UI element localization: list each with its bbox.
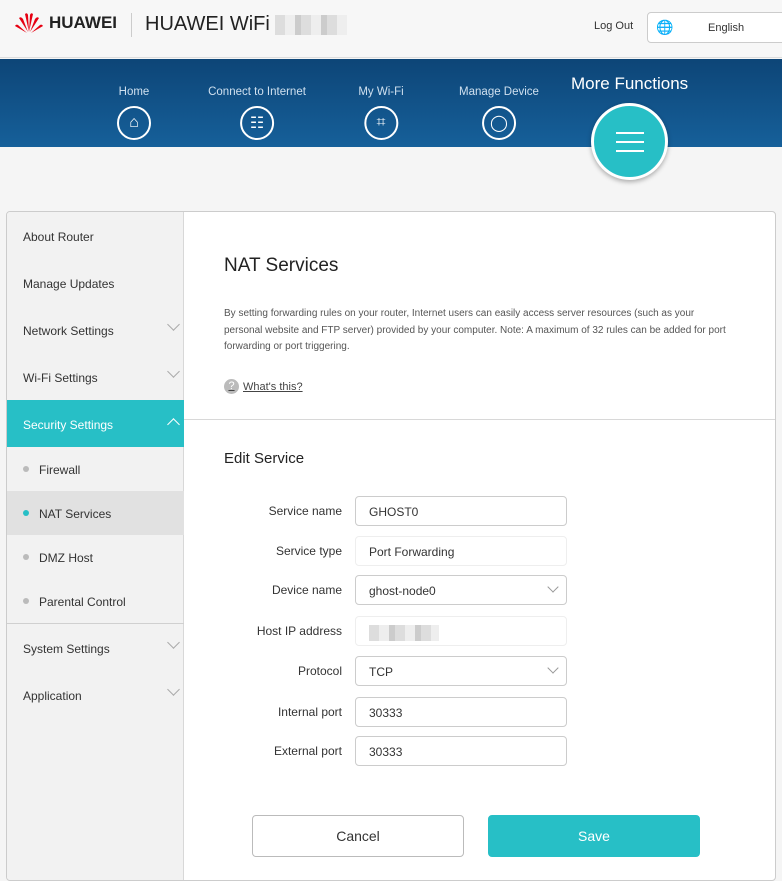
label: Protocol bbox=[297, 664, 342, 678]
menu-icon bbox=[615, 131, 644, 134]
label: Security Settings bbox=[23, 418, 114, 432]
value: ghost-node0 bbox=[369, 584, 436, 598]
sidebar-item-about-router[interactable]: About Router bbox=[7, 212, 184, 259]
cancel-button[interactable]: Cancel bbox=[252, 815, 464, 857]
label: Internal port bbox=[277, 705, 342, 719]
help-icon: ? bbox=[224, 379, 239, 394]
host-ip-row: Host IP address bbox=[184, 616, 584, 646]
bullet-icon bbox=[23, 510, 29, 516]
divider bbox=[7, 623, 184, 624]
label: NAT Services bbox=[39, 507, 112, 521]
label: Service type bbox=[275, 544, 342, 558]
language-select[interactable]: 🌐 English bbox=[647, 12, 782, 43]
more-functions-label: More Functions bbox=[571, 74, 689, 93]
globe-icon: ☷ bbox=[240, 106, 274, 140]
user-icon: ◯ bbox=[482, 106, 516, 140]
globe-icon: 🌐 bbox=[656, 19, 674, 35]
nav-label: My Wi-Fi bbox=[358, 86, 404, 98]
nav-label: Connect to Internet bbox=[208, 86, 306, 98]
service-type-field: Port Forwarding bbox=[355, 536, 567, 566]
main-nav: Home ⌂ Connect to Internet ☷ My Wi-Fi ⌗ Man… bbox=[0, 59, 782, 147]
bullet-icon bbox=[23, 598, 29, 604]
label: Service name bbox=[268, 504, 342, 518]
content-panel: About Router Manage Updates Network Sett… bbox=[6, 211, 776, 881]
chevron-down-icon bbox=[547, 662, 559, 674]
sidebar-item-wifi-settings[interactable]: Wi-Fi Settings bbox=[7, 353, 184, 400]
label: System Settings bbox=[23, 642, 110, 656]
external-port-input[interactable]: 30333 bbox=[355, 736, 567, 766]
device-name-select[interactable]: ghost-node0 bbox=[355, 575, 567, 605]
label: Manage Updates bbox=[23, 277, 115, 291]
page-title: NAT Services bbox=[224, 255, 339, 276]
wifi-icon: ⌗ bbox=[364, 106, 398, 140]
nav-manage-device[interactable]: Manage Device ◯ bbox=[459, 86, 539, 140]
help-text: What's this? bbox=[243, 380, 303, 393]
label: Host IP address bbox=[256, 624, 342, 638]
chevron-down-icon bbox=[167, 683, 180, 696]
huawei-petal-icon bbox=[15, 13, 43, 33]
redacted-model bbox=[275, 14, 348, 35]
label: About Router bbox=[23, 230, 94, 244]
protocol-select[interactable]: TCP bbox=[355, 656, 567, 686]
sidebar-sub-parental-control[interactable]: Parental Control bbox=[7, 579, 184, 623]
logout-link[interactable]: Log Out bbox=[594, 20, 634, 32]
save-button[interactable]: Save bbox=[488, 815, 700, 857]
bullet-icon bbox=[23, 466, 29, 472]
service-name-input[interactable]: GHOST0 bbox=[355, 496, 567, 526]
internal-port-row: Internal port 30333 bbox=[184, 697, 584, 727]
home-icon: ⌂ bbox=[117, 106, 151, 140]
sidebar-sub-nat-services[interactable]: NAT Services bbox=[7, 491, 184, 535]
label: Firewall bbox=[39, 463, 81, 477]
sidebar-item-network-settings[interactable]: Network Settings bbox=[7, 306, 184, 353]
label: Wi-Fi Settings bbox=[23, 371, 98, 385]
external-port-row: External port 30333 bbox=[184, 736, 584, 766]
label: External port bbox=[273, 744, 342, 758]
sidebar-item-manage-updates[interactable]: Manage Updates bbox=[7, 259, 184, 306]
redacted-ip bbox=[369, 625, 439, 641]
value: TCP bbox=[369, 665, 393, 679]
sidebar-item-application[interactable]: Application bbox=[7, 671, 184, 718]
label: Network Settings bbox=[23, 324, 114, 338]
more-functions-button[interactable] bbox=[591, 103, 668, 180]
label: Device name bbox=[271, 583, 342, 597]
nav-connect-internet[interactable]: Connect to Internet ☷ bbox=[208, 86, 306, 140]
chevron-down-icon bbox=[167, 365, 180, 378]
top-header: HUAWEI HUAWEI WiFi Log Out 🌐 English bbox=[0, 0, 782, 58]
huawei-logo: HUAWEI bbox=[15, 12, 117, 34]
service-type-row: Service type Port Forwarding bbox=[184, 536, 584, 566]
sidebar-sub-dmz-host[interactable]: DMZ Host bbox=[7, 535, 184, 579]
chevron-up-icon bbox=[167, 418, 180, 431]
brand-text: HUAWEI bbox=[49, 13, 117, 32]
nav-my-wifi[interactable]: My Wi-Fi ⌗ bbox=[358, 86, 404, 140]
sidebar-sub-firewall[interactable]: Firewall bbox=[7, 447, 184, 491]
sidebar-item-security-settings[interactable]: Security Settings bbox=[7, 400, 184, 447]
chevron-down-icon bbox=[167, 636, 180, 649]
device-name-row: Device name ghost-node0 bbox=[184, 575, 584, 605]
protocol-row: Protocol TCP bbox=[184, 656, 584, 686]
product-name: HUAWEI WiFi bbox=[145, 13, 348, 36]
nav-label: Manage Device bbox=[459, 86, 539, 98]
product-text: HUAWEI WiFi bbox=[145, 13, 270, 35]
whats-this-link[interactable]: ? What's this? bbox=[224, 379, 303, 394]
nav-label: Home bbox=[118, 86, 150, 98]
label: Parental Control bbox=[39, 595, 126, 609]
label: DMZ Host bbox=[39, 551, 93, 565]
sidebar: About Router Manage Updates Network Sett… bbox=[7, 212, 184, 880]
chevron-down-icon bbox=[167, 318, 180, 331]
chevron-down-icon bbox=[547, 581, 559, 593]
internal-port-input[interactable]: 30333 bbox=[355, 697, 567, 727]
service-name-row: Service name GHOST0 bbox=[184, 496, 584, 526]
sidebar-item-system-settings[interactable]: System Settings bbox=[7, 624, 184, 671]
bullet-icon bbox=[23, 554, 29, 560]
language-value: English bbox=[708, 22, 745, 34]
label: Application bbox=[23, 689, 82, 703]
section-title: Edit Service bbox=[224, 450, 305, 467]
host-ip-field bbox=[355, 616, 567, 646]
page-description: By setting forwarding rules on your rout… bbox=[224, 308, 726, 352]
nav-home[interactable]: Home ⌂ bbox=[117, 86, 151, 140]
divider bbox=[131, 13, 132, 37]
divider bbox=[184, 419, 775, 420]
